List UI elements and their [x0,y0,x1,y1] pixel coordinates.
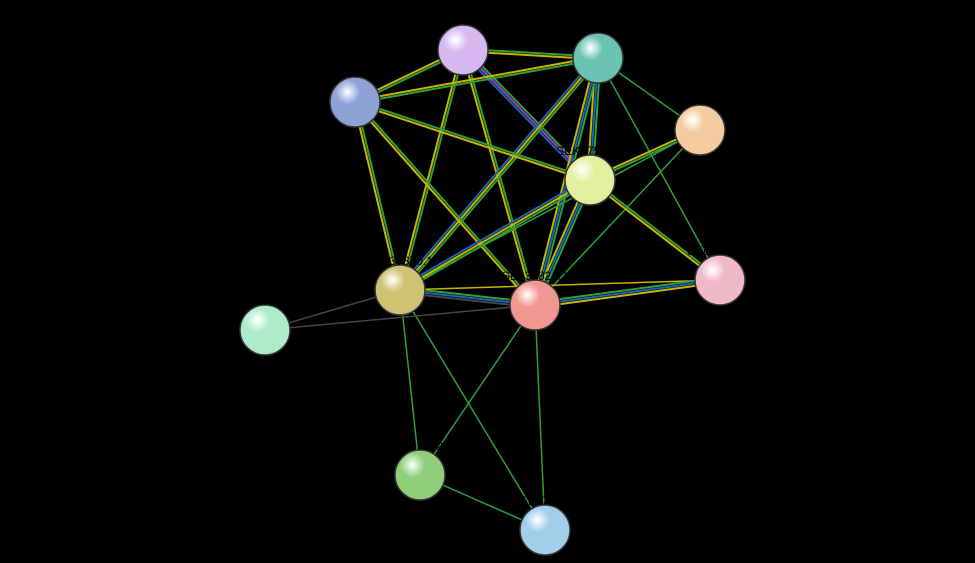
node-circle[interactable] [240,305,290,355]
node-SEL37821[interactable] [510,280,560,330]
edge [535,278,720,303]
network-diagram: SEK94232.1rsmASEK76653.1SEK80818.1SEK775… [0,0,975,563]
node-SEK27884[interactable] [240,305,290,355]
edge [354,102,399,290]
node-circle[interactable] [573,33,623,83]
node-SEL37870[interactable] [375,265,425,315]
node-circle[interactable] [375,265,425,315]
node-circle[interactable] [520,505,570,555]
node-circle[interactable] [695,255,745,305]
node-circle[interactable] [675,105,725,155]
node-SEK80818[interactable] [675,105,725,155]
node-SEL37954[interactable] [520,505,570,555]
node-SEL37912[interactable] [395,450,445,500]
node-SEL18035[interactable] [695,255,745,305]
graph-svg [0,0,975,563]
edge [400,180,590,290]
node-SEK94232[interactable] [438,25,488,75]
edge [420,305,535,475]
edge [535,305,545,530]
node-circle[interactable] [565,155,615,205]
edge [535,280,720,305]
edge [535,282,720,307]
node-circle[interactable] [438,25,488,75]
node-rsmA[interactable] [573,33,623,83]
node-circle[interactable] [395,450,445,500]
node-SEK76653[interactable] [330,77,380,127]
node-circle[interactable] [330,77,380,127]
node-SEK77571[interactable] [565,155,615,205]
edges-layer [265,48,721,530]
node-circle[interactable] [510,280,560,330]
